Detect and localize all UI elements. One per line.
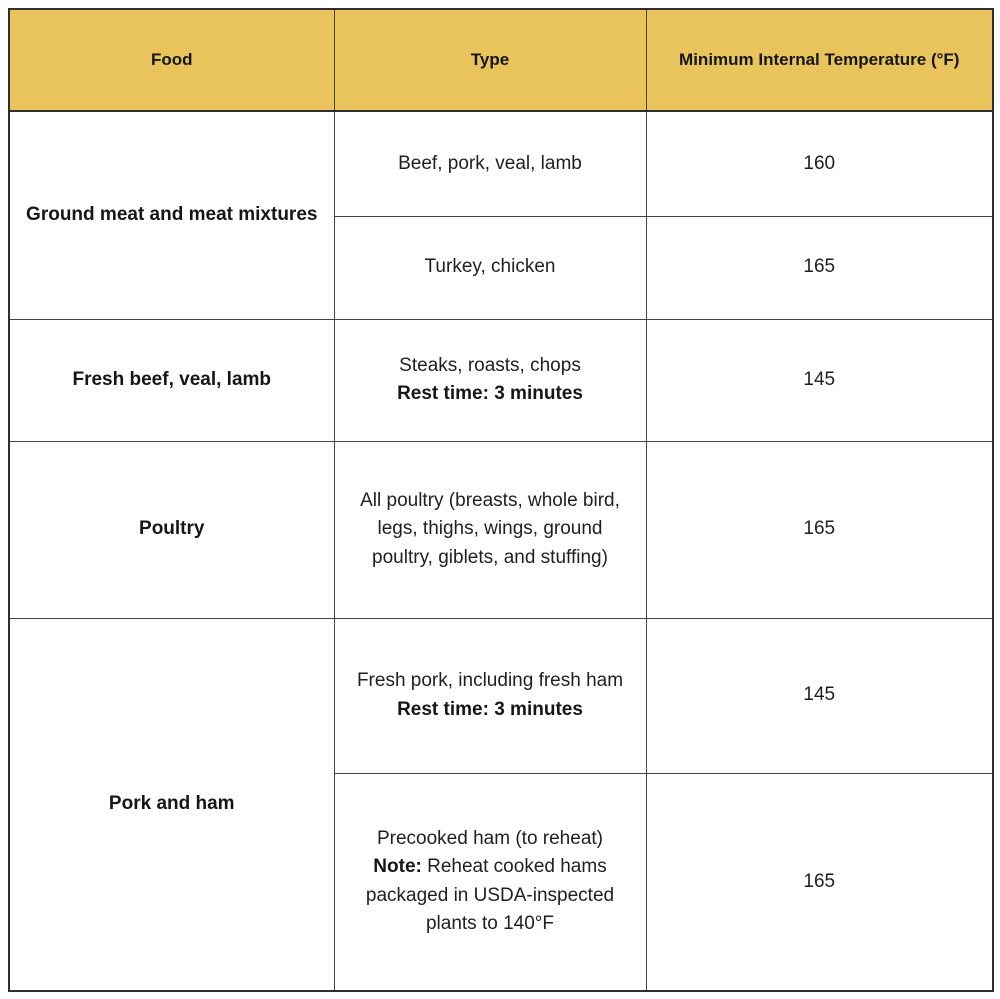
- table-row: Ground meat and meat mixtures Beef, pork…: [8, 110, 994, 320]
- table-row: Turkey, chicken 165: [9, 215, 994, 320]
- table-row: Pork and ham Fresh pork, including fresh…: [8, 617, 994, 992]
- temperature-cell: 165: [645, 772, 994, 992]
- note-text: Reheat cooked hams packaged in USDA-insp…: [365, 856, 615, 935]
- food-cell-fresh-beef: Fresh beef, veal, lamb: [8, 318, 335, 442]
- column-header-type: Type: [333, 8, 647, 112]
- type-text: Steaks, roasts, chops: [399, 354, 581, 376]
- food-cell-pork-and-ham: Pork and ham: [8, 617, 335, 992]
- rest-time-note: Rest time: 3 minutes: [397, 698, 583, 720]
- table-row: Poultry All poultry (breasts, whole bird…: [8, 440, 994, 619]
- type-cell: Steaks, roasts, chops Rest time: 3 minut…: [333, 318, 647, 442]
- type-cell: Beef, pork, veal, lamb: [333, 110, 647, 217]
- table-row: Precooked ham (to reheat) Note: Reheat c…: [9, 772, 994, 992]
- type-cell: Precooked ham (to reheat) Note: Reheat c…: [333, 772, 647, 992]
- type-cell: Fresh pork, including fresh ham Rest tim…: [333, 617, 647, 774]
- column-header-min-internal-temperature: Minimum Internal Temperature (°F): [645, 8, 994, 112]
- type-text: Precooked ham (to reheat): [376, 827, 603, 849]
- temperature-cell: 160: [645, 110, 994, 217]
- type-cell: All poultry (breasts, whole bird, legs, …: [333, 440, 647, 619]
- note-label: Note:: [373, 856, 422, 878]
- temperature-cell: 165: [645, 215, 994, 320]
- reheat-note: Note: Reheat cooked hams packaged in USD…: [349, 853, 632, 939]
- cooking-temperatures-table: Food Type Minimum Internal Temperature (…: [8, 8, 994, 992]
- column-header-food: Food: [8, 8, 335, 112]
- rest-time-note: Rest time: 3 minutes: [397, 383, 583, 404]
- temperature-cell: 165: [645, 440, 994, 619]
- food-cell-ground-meat: Ground meat and meat mixtures: [8, 110, 335, 320]
- header-row: Food Type Minimum Internal Temperature (…: [8, 8, 994, 112]
- temperature-cell: 145: [645, 318, 994, 442]
- temperature-cell: 145: [645, 617, 994, 774]
- table-row: Fresh beef, veal, lamb Steaks, roasts, c…: [8, 318, 994, 442]
- type-text: Fresh pork, including fresh ham: [356, 670, 624, 691]
- type-cell: Turkey, chicken: [333, 215, 647, 320]
- food-cell-poultry: Poultry: [8, 440, 335, 619]
